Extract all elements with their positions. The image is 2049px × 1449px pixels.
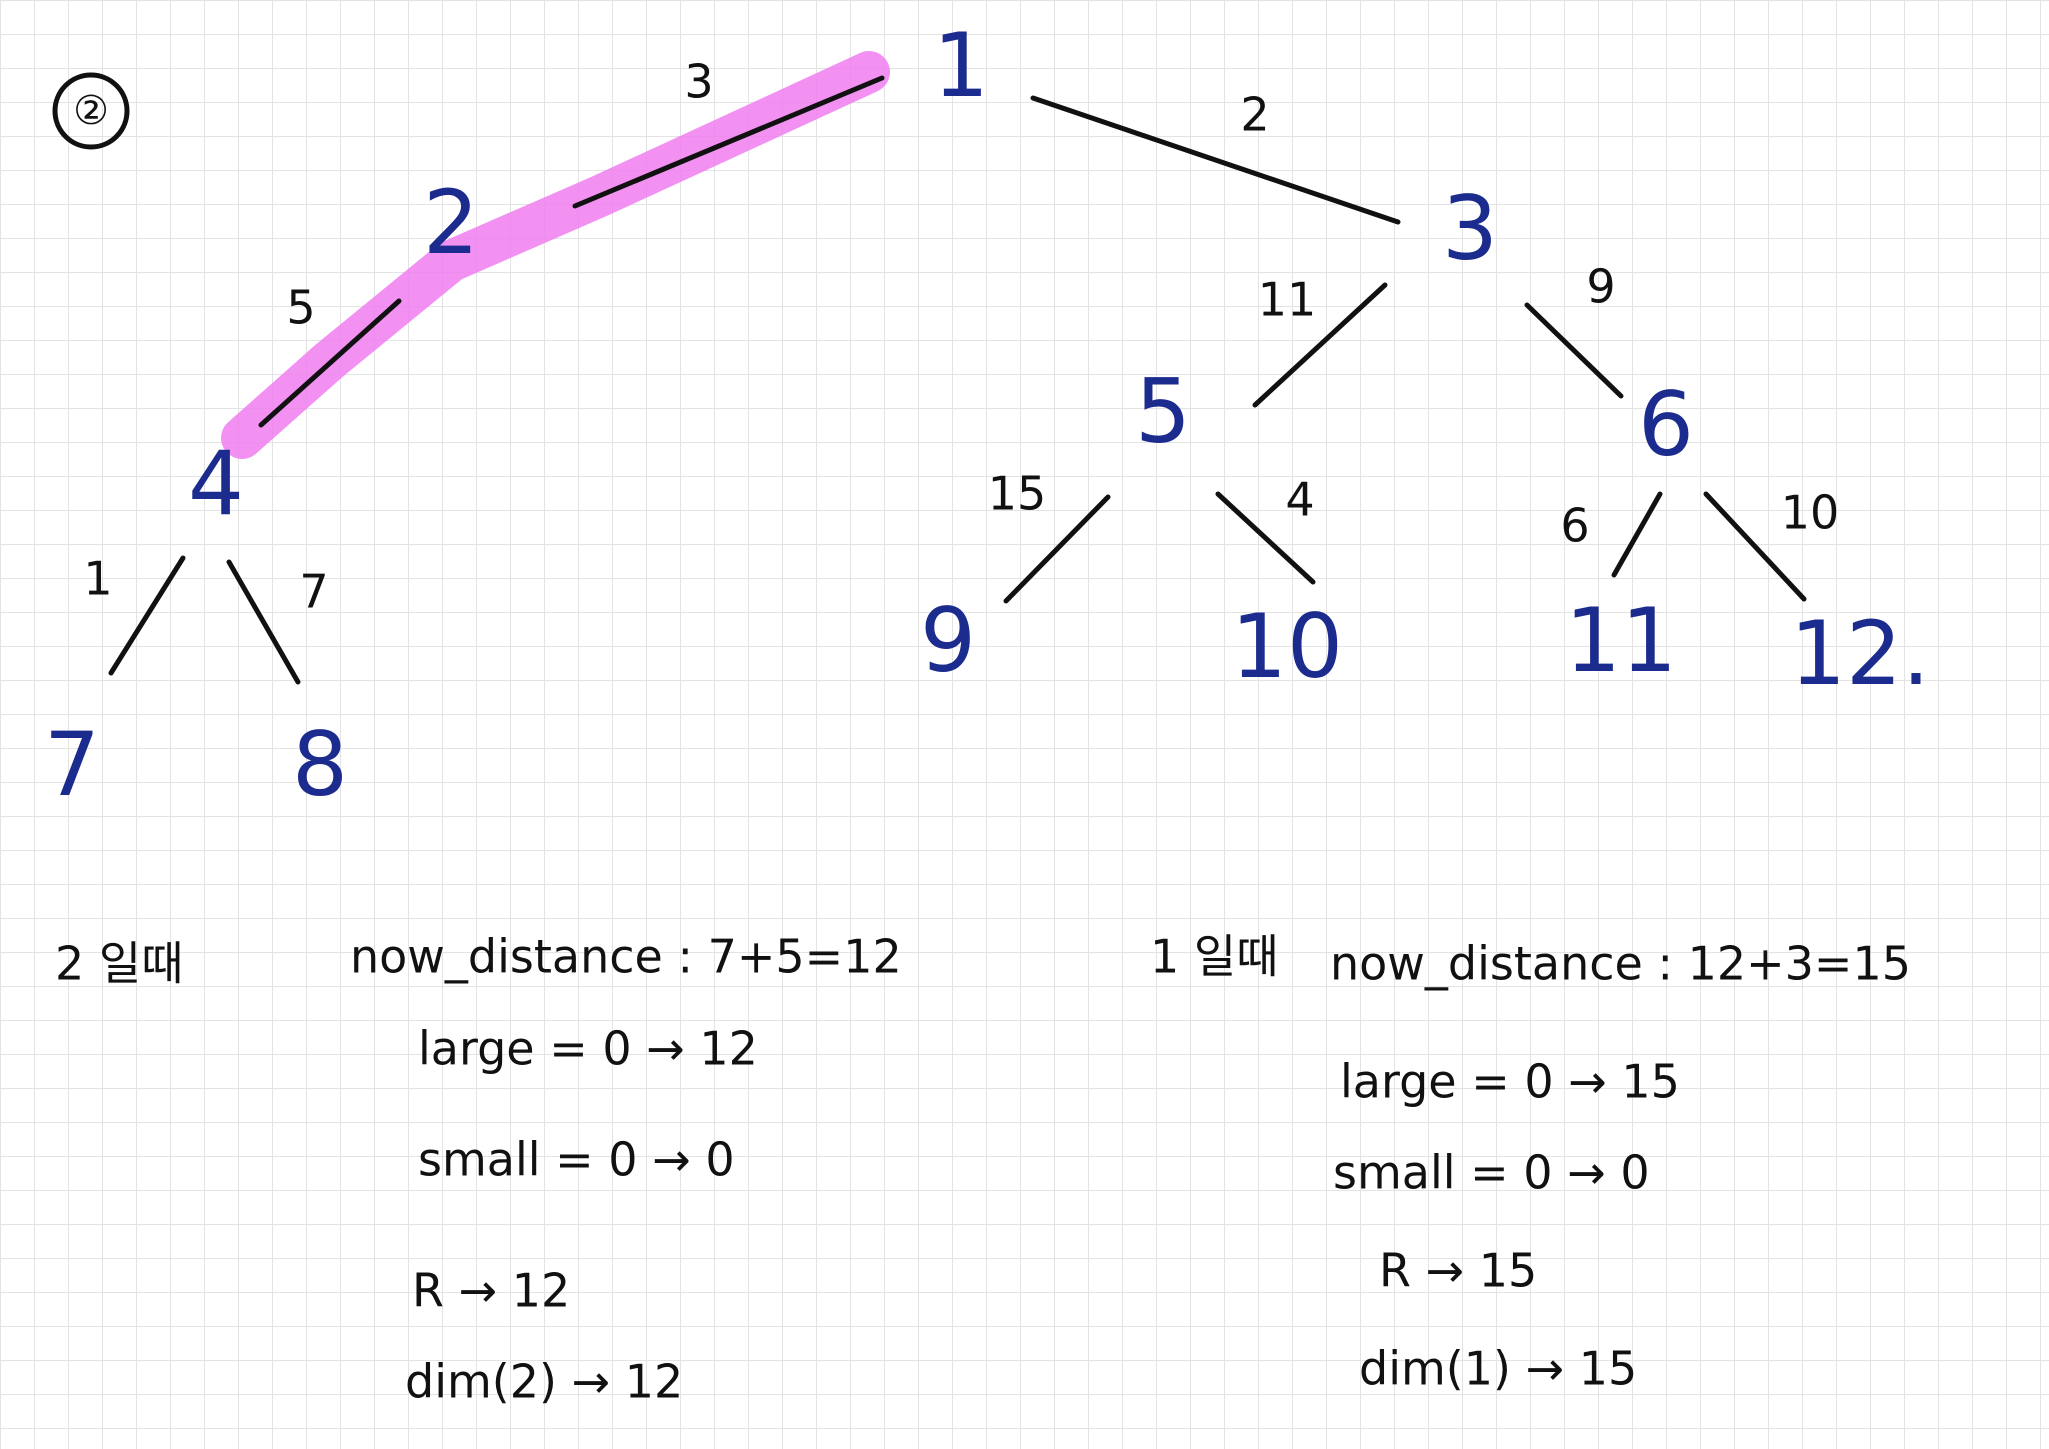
node: 7	[44, 713, 100, 816]
node: 6	[1638, 373, 1694, 476]
edge-weight: 7	[299, 565, 328, 619]
edge-weight: 15	[988, 467, 1047, 521]
edge-weight: 5	[286, 281, 315, 335]
edge	[572, 75, 885, 209]
highlight-path	[221, 51, 890, 459]
edge	[1703, 491, 1807, 602]
node: 11	[1565, 589, 1677, 692]
node: 9	[920, 589, 976, 692]
note: dim(2) → 12	[405, 1355, 683, 1409]
note: dim(1) → 15	[1359, 1342, 1637, 1396]
marker-circle	[52, 72, 130, 150]
note: now_distance : 7+5=12	[350, 930, 902, 984]
note: small = 0 → 0	[1333, 1146, 1650, 1200]
node: 3	[1442, 177, 1498, 280]
edge-weight: 1	[83, 552, 112, 606]
note: 1 일때	[1150, 930, 1279, 984]
note: 2 일때	[55, 937, 184, 991]
node: 5	[1135, 360, 1191, 463]
edge	[1215, 491, 1316, 585]
edge-weight: 11	[1258, 273, 1317, 327]
node: 10	[1231, 595, 1343, 698]
node: 8	[292, 713, 348, 816]
note: R → 12	[412, 1264, 570, 1318]
edge	[258, 298, 402, 428]
node: 1	[933, 14, 989, 117]
node: 12.	[1790, 602, 1930, 705]
note: now_distance : 12+3=15	[1330, 937, 1911, 991]
note: small = 0 → 0	[418, 1133, 735, 1187]
edge-weight: 4	[1285, 473, 1314, 527]
edge-weight: 10	[1781, 486, 1840, 540]
edge	[1611, 491, 1663, 578]
note: large = 0 → 15	[1340, 1055, 1680, 1109]
edge-weight: 9	[1586, 260, 1615, 314]
node: 2	[423, 171, 479, 274]
edge	[226, 559, 301, 685]
edge	[1030, 95, 1401, 225]
edge-weight: 3	[684, 55, 713, 109]
edge	[108, 555, 186, 676]
edge	[1524, 302, 1624, 399]
node: 4	[188, 432, 244, 535]
edge	[1003, 494, 1111, 604]
marker: ②	[73, 88, 109, 134]
edge-weight: 2	[1240, 88, 1269, 142]
edge-weight: 6	[1560, 499, 1589, 553]
edge	[1252, 282, 1388, 408]
note: large = 0 → 12	[418, 1022, 758, 1076]
note: R → 15	[1379, 1244, 1537, 1298]
